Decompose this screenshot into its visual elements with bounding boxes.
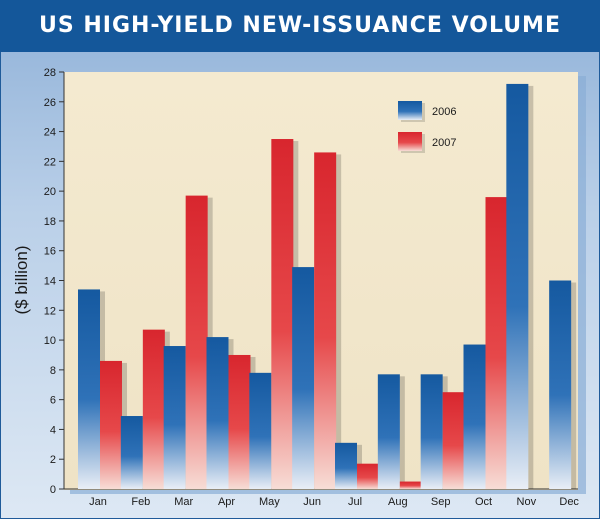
y-tick-label: 6 <box>50 395 56 407</box>
y-tick-label: 24 <box>44 127 56 139</box>
y-tick-label: 10 <box>44 335 56 347</box>
chart-title: US HIGH-YIELD NEW-ISSUANCE VOLUME <box>39 13 561 38</box>
x-category-label: Dec <box>559 496 579 508</box>
bar-2006-jun <box>292 267 315 489</box>
y-tick-label: 12 <box>44 305 56 317</box>
y-tick-label: 8 <box>50 365 56 377</box>
bar-2006-aug <box>377 374 400 489</box>
x-category-label: Apr <box>218 496 235 508</box>
legend-label-2006: 2006 <box>432 106 456 118</box>
bar-2007-jun <box>314 152 337 489</box>
y-axis-label: ($ billion) <box>12 246 31 315</box>
bar-2006-feb <box>120 416 143 489</box>
bar-2007-aug <box>399 481 422 489</box>
bar-2007-apr <box>228 354 251 489</box>
bar-2006-nov <box>506 83 529 490</box>
bar-2006-jan <box>78 289 100 489</box>
x-category-label: Sep <box>431 496 451 508</box>
x-category-label: Aug <box>388 496 408 508</box>
bar-2007-oct <box>485 197 508 489</box>
y-tick-label: 14 <box>44 276 56 288</box>
y-tick-label: 0 <box>50 484 56 496</box>
y-tick-label: 2 <box>50 454 56 466</box>
bar-2007-mar <box>185 195 208 489</box>
x-category-label: Jun <box>303 496 321 508</box>
title-bar <box>0 0 600 52</box>
legend-label-2007: 2007 <box>432 137 456 149</box>
bar-2007-sep <box>442 392 465 489</box>
y-tick-label: 18 <box>44 216 56 228</box>
bar-2007-may <box>271 139 294 489</box>
bar-2006-oct <box>463 344 486 489</box>
legend: 2006 2007 <box>398 101 456 153</box>
y-tick-label: 22 <box>44 156 56 168</box>
x-category-label: May <box>259 496 280 508</box>
y-tick-label: 4 <box>50 424 56 436</box>
bars <box>78 83 577 490</box>
y-tick-label: 28 <box>44 67 56 79</box>
bar-2007-jul <box>357 463 379 489</box>
bar-2006-may <box>249 372 272 489</box>
x-category-label: Nov <box>517 496 537 508</box>
x-category-label: Mar <box>174 496 193 508</box>
bar-2006-sep <box>420 374 443 489</box>
bar-2006-jul <box>335 442 357 489</box>
x-category-label: Jan <box>89 496 107 508</box>
bar-2006-dec <box>549 280 572 489</box>
x-axis-categories: Jan Feb Mar Apr May Jun Jul Aug Sep Oct Nov Dec <box>89 496 579 508</box>
legend-swatch-2007 <box>398 132 422 151</box>
bar-2006-apr <box>206 337 229 489</box>
y-tick-label: 26 <box>44 97 56 109</box>
bar-2007-feb <box>142 329 165 489</box>
x-category-label: Feb <box>131 496 150 508</box>
bar-2007-jan <box>100 360 122 489</box>
x-category-label: Oct <box>475 496 492 508</box>
x-category-label: Jul <box>348 496 362 508</box>
y-tick-label: 20 <box>44 186 56 198</box>
bar-2006-mar <box>163 346 186 489</box>
legend-swatch-2006 <box>398 101 422 120</box>
y-tick-label: 16 <box>44 246 56 258</box>
